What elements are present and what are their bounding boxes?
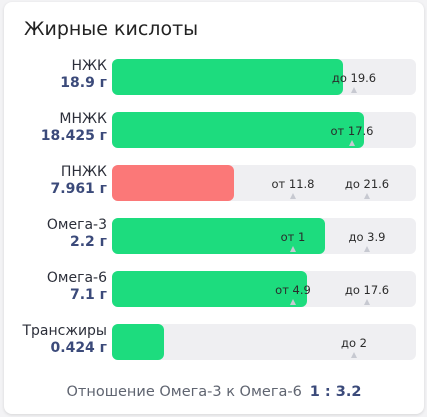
range-marker-icon: [290, 299, 296, 305]
nutrient-row-mnzhk: МНЖК 18.425 г от 17.6: [4, 110, 424, 152]
progress-track: до 19.6: [112, 59, 416, 95]
range-marker-icon: [364, 193, 370, 199]
nutrient-amount: 7.1 г: [70, 287, 107, 303]
progress-fill: [112, 112, 364, 148]
range-marker-icon: [364, 299, 370, 305]
nutrient-amount: 7.961 г: [50, 181, 107, 197]
range-marker-label: до 2: [341, 336, 367, 350]
progress-track: от 17.6: [112, 112, 416, 148]
card-title: Жирные кислоты: [24, 18, 199, 40]
nutrient-label: ПНЖК 7.961 г: [4, 164, 107, 198]
omega-ratio-value: 1 : 3.2: [309, 384, 362, 400]
progress-fill: [112, 59, 343, 95]
progress-track: от 4.9 до 17.6: [112, 271, 416, 307]
range-marker-icon: [290, 193, 296, 199]
range-marker-label: от 4.9: [275, 283, 311, 297]
range-marker-label: до 17.6: [344, 283, 390, 297]
nutrient-row-nzhk: НЖК 18.9 г до 19.6: [4, 57, 424, 99]
nutrient-name: МНЖК: [59, 111, 107, 127]
range-marker-label: от 11.8: [271, 177, 315, 191]
nutrient-amount: 2.2 г: [70, 234, 107, 250]
progress-fill: [112, 165, 234, 201]
range-marker-icon: [364, 246, 370, 252]
progress-track: от 11.8 до 21.6: [112, 165, 416, 201]
nutrient-amount: 18.9 г: [60, 75, 107, 91]
nutrient-name: ПНЖК: [60, 164, 107, 180]
range-marker-label: до 3.9: [348, 230, 386, 244]
nutrient-name: Омега-6: [46, 270, 107, 286]
range-marker-label: от 17.6: [330, 124, 374, 138]
nutrient-amount: 18.425 г: [40, 128, 107, 144]
progress-track: до 2: [112, 324, 416, 360]
range-marker-label: до 21.6: [344, 177, 390, 191]
nutrient-name: Трансжиры: [22, 323, 107, 339]
omega-ratio: Отношение Омега-3 к Омега-6 1 : 3.2: [4, 384, 424, 400]
nutrient-row-trans-fats: Трансжиры 0.424 г до 2: [4, 322, 424, 364]
nutrient-row-omega-6: Омега-6 7.1 г от 4.9 до 17.6: [4, 269, 424, 311]
progress-fill: [112, 324, 164, 360]
fatty-acids-card: Жирные кислоты НЖК 18.9 г до 19.6 МНЖК 18.42…: [4, 2, 424, 414]
nutrient-row-pnzhk: ПНЖК 7.961 г от 11.8 до 21.6: [4, 163, 424, 205]
nutrient-label: МНЖК 18.425 г: [4, 111, 107, 145]
nutrient-label: Омега-6 7.1 г: [4, 270, 107, 304]
range-marker-icon: [351, 87, 357, 93]
nutrient-amount: 0.424 г: [50, 340, 107, 356]
nutrient-label: Омега-3 2.2 г: [4, 217, 107, 251]
progress-fill: [112, 218, 325, 254]
range-marker-label: до 19.6: [331, 71, 377, 85]
range-marker-label: от 1: [280, 230, 306, 244]
range-marker-icon: [290, 246, 296, 252]
nutrient-label: Трансжиры 0.424 г: [4, 323, 107, 357]
omega-ratio-label: Отношение Омега-3 к Омега-6: [66, 384, 302, 400]
nutrient-label: НЖК 18.9 г: [4, 58, 107, 92]
progress-fill: [112, 271, 307, 307]
nutrient-name: Омега-3: [46, 217, 107, 233]
range-marker-icon: [349, 140, 355, 146]
range-marker-icon: [351, 352, 357, 358]
nutrient-row-omega-3: Омега-3 2.2 г от 1 до 3.9: [4, 216, 424, 258]
nutrient-name: НЖК: [71, 58, 107, 74]
progress-track: от 1 до 3.9: [112, 218, 416, 254]
